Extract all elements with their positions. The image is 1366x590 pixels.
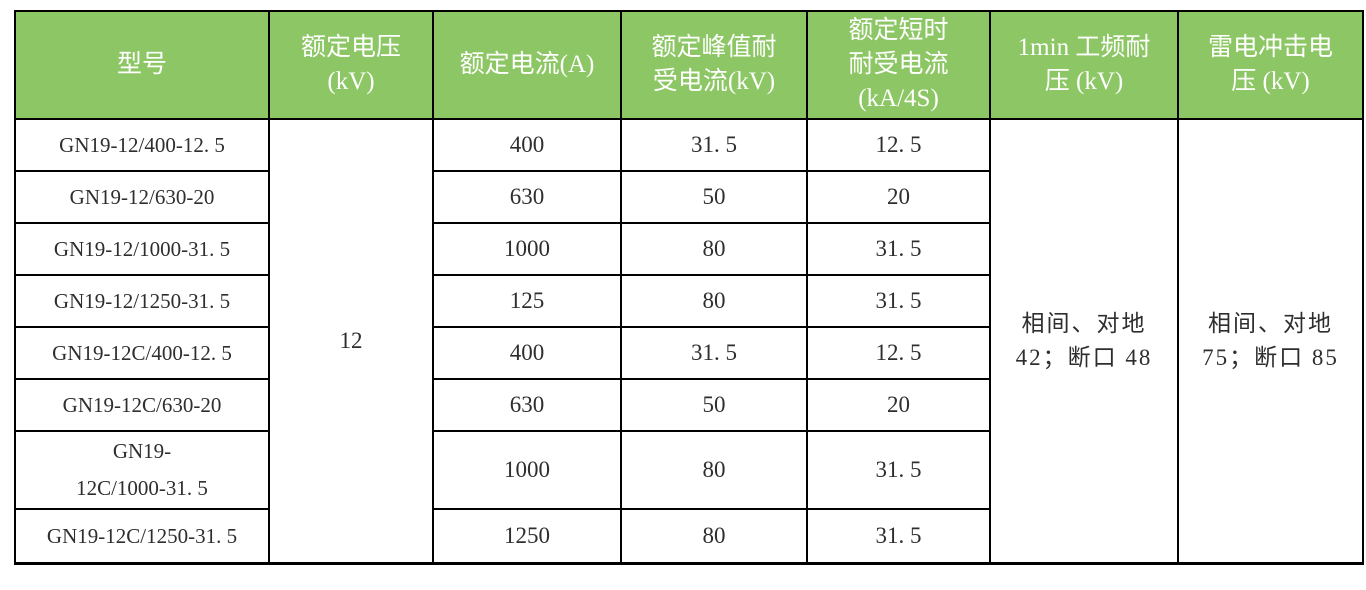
rated-voltage-merged-cell: 12 xyxy=(270,120,434,562)
short-time-current-cell: 12. 5 xyxy=(808,328,991,380)
peak-current-cell: 80 xyxy=(622,510,808,562)
rated-current-cell: 630 xyxy=(434,380,622,432)
col-header-lightning-impulse-voltage: 雷电冲击电 压 (kV) xyxy=(1179,12,1362,120)
table-row: GN19-12C/400-12. 5 400 31. 5 12. 5 xyxy=(16,328,1362,380)
col-header-model: 型号 xyxy=(16,12,270,120)
model-cell: GN19-12C/400-12. 5 xyxy=(16,328,270,380)
rated-current-cell: 630 xyxy=(434,172,622,224)
col-header-rated-voltage: 额定电压 (kV) xyxy=(270,12,434,120)
table-row: GN19-12/400-12. 5 12 400 31. 5 12. 5 相间、… xyxy=(16,120,1362,562)
table-row: GN19- 12C/1000-31. 5 1000 80 31. 5 xyxy=(16,432,1362,510)
table-row: GN19-12/1000-31. 5 1000 80 31. 5 xyxy=(16,224,1362,276)
short-time-current-cell: 20 xyxy=(808,380,991,432)
model-cell: GN19-12C/1250-31. 5 xyxy=(16,510,270,562)
model-cell: GN19-12/630-20 xyxy=(16,172,270,224)
peak-current-cell: 80 xyxy=(622,276,808,328)
rated-current-cell: 1250 xyxy=(434,510,622,562)
rated-current-cell: 1000 xyxy=(434,224,622,276)
peak-current-cell: 31. 5 xyxy=(622,328,808,380)
model-cell: GN19-12C/630-20 xyxy=(16,380,270,432)
power-frequency-withstand-merged-cell: 相间、对地 42；断口 48 xyxy=(991,120,1179,562)
col-header-rated-current: 额定电流(A) xyxy=(434,12,622,120)
rated-current-cell: 1000 xyxy=(434,432,622,510)
short-time-current-cell: 31. 5 xyxy=(808,510,991,562)
peak-current-cell: 50 xyxy=(622,380,808,432)
table-row: GN19-12/630-20 630 50 20 xyxy=(16,172,1362,224)
short-time-current-cell: 20 xyxy=(808,172,991,224)
model-cell: GN19-12/400-12. 5 xyxy=(16,120,270,172)
spec-table: 型号 额定电压 (kV) 额定电流(A) 额定峰值耐 受电流(kV) 额定短时 … xyxy=(14,10,1364,565)
lightning-impulse-merged-cell: 相间、对地 75；断口 85 xyxy=(1202,311,1339,370)
rated-current-cell: 400 xyxy=(434,328,622,380)
short-time-current-cell: 12. 5 xyxy=(808,120,991,172)
col-header-power-frequency-withstand-voltage: 1min 工频耐 压 (kV) xyxy=(991,12,1179,120)
peak-current-cell: 50 xyxy=(622,172,808,224)
peak-current-cell: 31. 5 xyxy=(622,120,808,172)
short-time-current-cell: 31. 5 xyxy=(808,276,991,328)
table-row: GN19-12C/630-20 630 50 20 xyxy=(16,380,1362,432)
model-cell: GN19-12/1000-31. 5 xyxy=(16,224,270,276)
rated-current-cell: 125 xyxy=(434,276,622,328)
col-header-peak-withstand-current: 额定峰值耐 受电流(kV) xyxy=(622,12,808,120)
rated-current-cell: 400 xyxy=(434,120,622,172)
model-cell: GN19- 12C/1000-31. 5 xyxy=(16,432,270,510)
short-time-current-cell: 31. 5 xyxy=(808,224,991,276)
model-cell: GN19-12/1250-31. 5 xyxy=(16,276,270,328)
table-header-row: 型号 额定电压 (kV) 额定电流(A) 额定峰值耐 受电流(kV) 额定短时 … xyxy=(16,12,1362,120)
peak-current-cell: 80 xyxy=(622,224,808,276)
peak-current-cell: 80 xyxy=(622,432,808,510)
short-time-current-cell: 31. 5 xyxy=(808,432,991,510)
table-row: GN19-12C/1250-31. 5 1250 80 31. 5 xyxy=(16,510,1362,562)
col-header-short-time-withstand-current: 额定短时 耐受电流 (kA/4S) xyxy=(808,12,991,120)
table-row: GN19-12/1250-31. 5 125 80 31. 5 xyxy=(16,276,1362,328)
